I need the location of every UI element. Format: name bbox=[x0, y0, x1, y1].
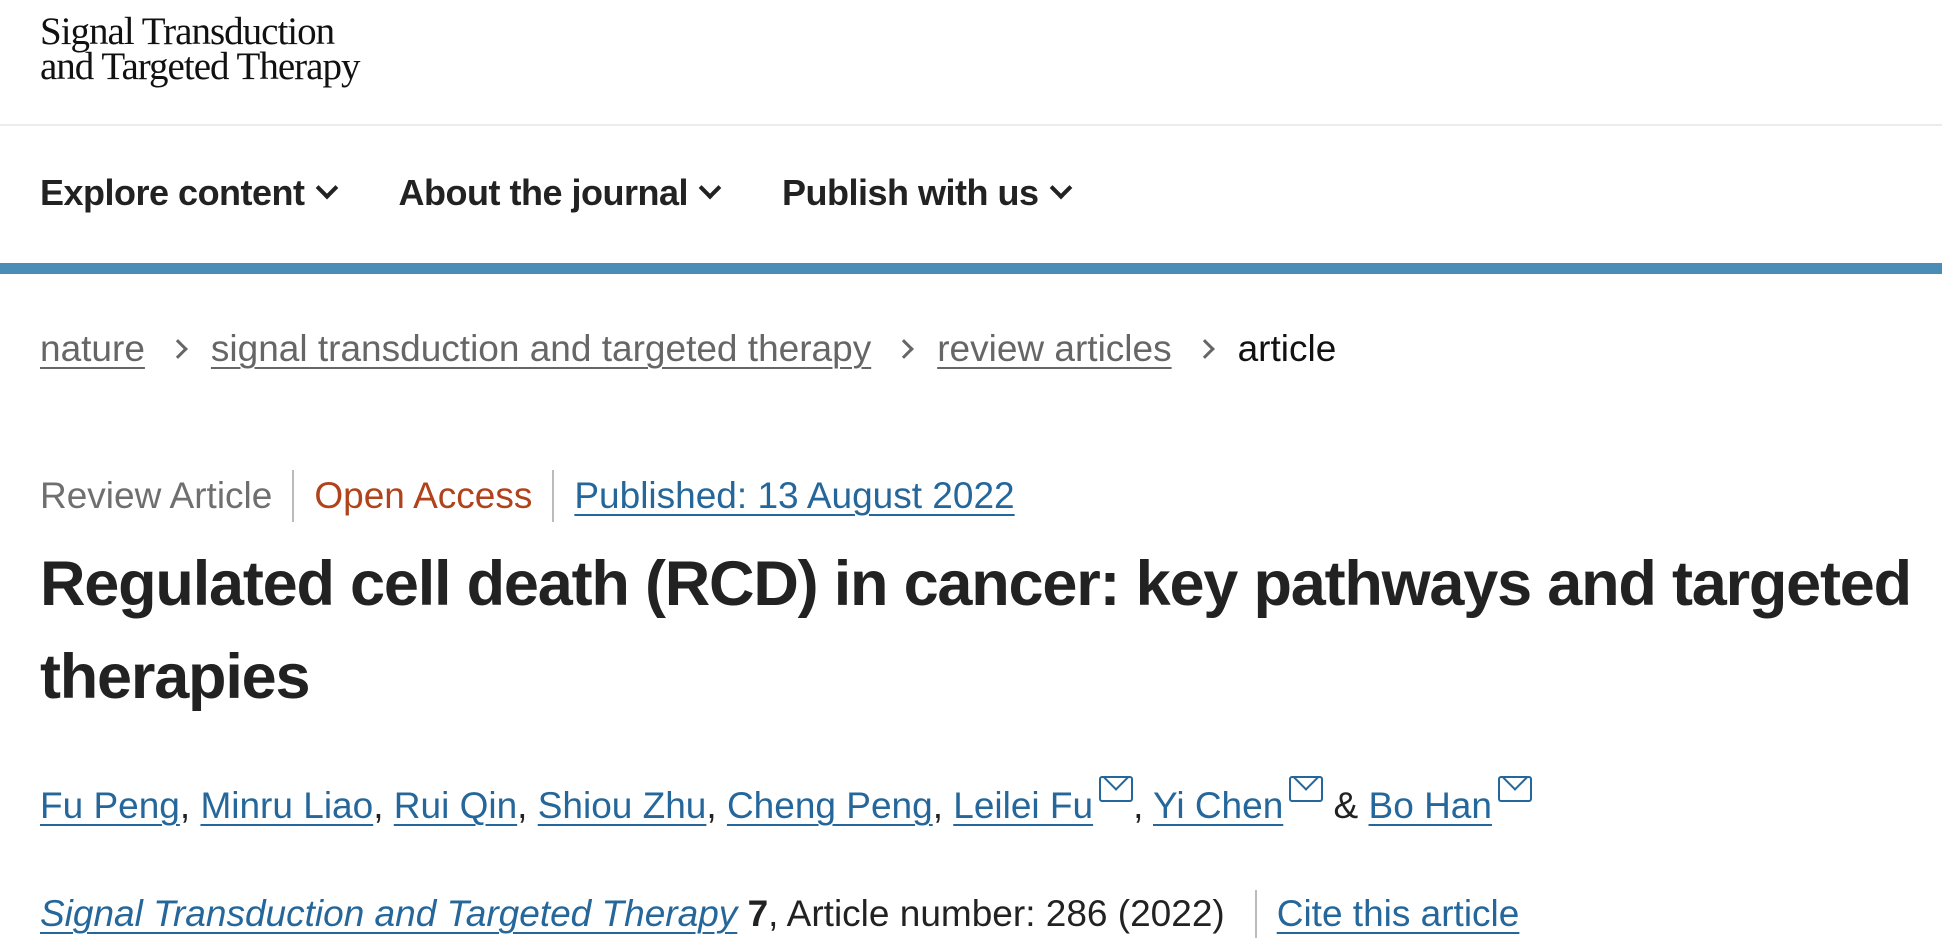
journal-link[interactable]: Signal Transduction and Targeted Therapy bbox=[40, 893, 738, 934]
chevron-right-icon bbox=[168, 339, 188, 359]
separator: , bbox=[373, 785, 394, 826]
chevron-right-icon bbox=[1194, 339, 1215, 359]
chevron-down-icon bbox=[1049, 176, 1072, 200]
chevron-right-icon bbox=[894, 339, 915, 359]
separator: & bbox=[1323, 785, 1369, 826]
nav-label: About the journal bbox=[398, 172, 689, 213]
nav-explore-content[interactable]: Explore content bbox=[40, 172, 338, 214]
breadcrumb-review-articles[interactable]: review articles bbox=[937, 328, 1172, 369]
divider bbox=[1254, 890, 1257, 938]
article-number: , Article number: 286 (2022) bbox=[768, 893, 1225, 934]
journal-logo[interactable]: Signal Transduction and Targeted Therapy bbox=[40, 10, 360, 88]
separator: , bbox=[1133, 785, 1154, 826]
email-icon[interactable] bbox=[1099, 776, 1134, 802]
author-link[interactable]: Fu Peng bbox=[40, 785, 180, 826]
published-date-link[interactable]: Published: 13 August 2022 bbox=[574, 475, 1015, 516]
logo-line-2: and Targeted Therapy bbox=[40, 45, 360, 88]
citation-line: Signal Transduction and Targeted Therapy… bbox=[40, 890, 1519, 938]
author-list: Fu Peng, Minru Liao, Rui Qin, Shiou Zhu,… bbox=[40, 776, 1532, 827]
chevron-down-icon bbox=[698, 176, 722, 200]
breadcrumb: nature signal transduction and targeted … bbox=[40, 328, 1336, 370]
volume: 7 bbox=[747, 893, 769, 934]
breadcrumb-nature[interactable]: nature bbox=[40, 328, 145, 369]
article-type: Review Article bbox=[40, 475, 273, 516]
separator: , bbox=[179, 785, 201, 826]
cite-this-article-link[interactable]: Cite this article bbox=[1276, 893, 1520, 934]
breadcrumb-current: article bbox=[1237, 328, 1337, 369]
main-nav: Explore content About the journal Publis… bbox=[40, 172, 1072, 214]
divider bbox=[552, 470, 555, 522]
author-link[interactable]: Cheng Peng bbox=[726, 785, 933, 826]
author-link[interactable]: Leilei Fu bbox=[953, 785, 1094, 826]
nav-label: Publish with us bbox=[782, 172, 1039, 213]
author-link[interactable]: Bo Han bbox=[1368, 785, 1492, 826]
nav-publish-with-us[interactable]: Publish with us bbox=[782, 172, 1072, 214]
article-meta: Review Article Open Access Published: 13… bbox=[40, 470, 1015, 522]
author-link[interactable]: Minru Liao bbox=[200, 785, 374, 826]
separator: , bbox=[706, 785, 727, 826]
divider bbox=[292, 470, 295, 522]
nav-about-journal[interactable]: About the journal bbox=[398, 172, 722, 214]
email-icon[interactable] bbox=[1289, 776, 1324, 802]
separator: , bbox=[932, 785, 954, 826]
email-icon[interactable] bbox=[1497, 776, 1532, 802]
author-link[interactable]: Shiou Zhu bbox=[537, 785, 707, 826]
author-link[interactable]: Rui Qin bbox=[393, 785, 518, 826]
breadcrumb-journal[interactable]: signal transduction and targeted therapy bbox=[210, 328, 872, 369]
header-divider bbox=[0, 124, 1942, 126]
logo-line-1: Signal Transduction bbox=[40, 10, 335, 53]
chevron-down-icon bbox=[315, 176, 338, 200]
accent-bar bbox=[0, 263, 1942, 274]
nav-label: Explore content bbox=[40, 172, 305, 213]
open-access-badge: Open Access bbox=[314, 475, 533, 516]
author-link[interactable]: Yi Chen bbox=[1153, 785, 1284, 826]
separator: , bbox=[517, 785, 538, 826]
page-title: Regulated cell death (RCD) in cancer: ke… bbox=[40, 549, 1912, 712]
